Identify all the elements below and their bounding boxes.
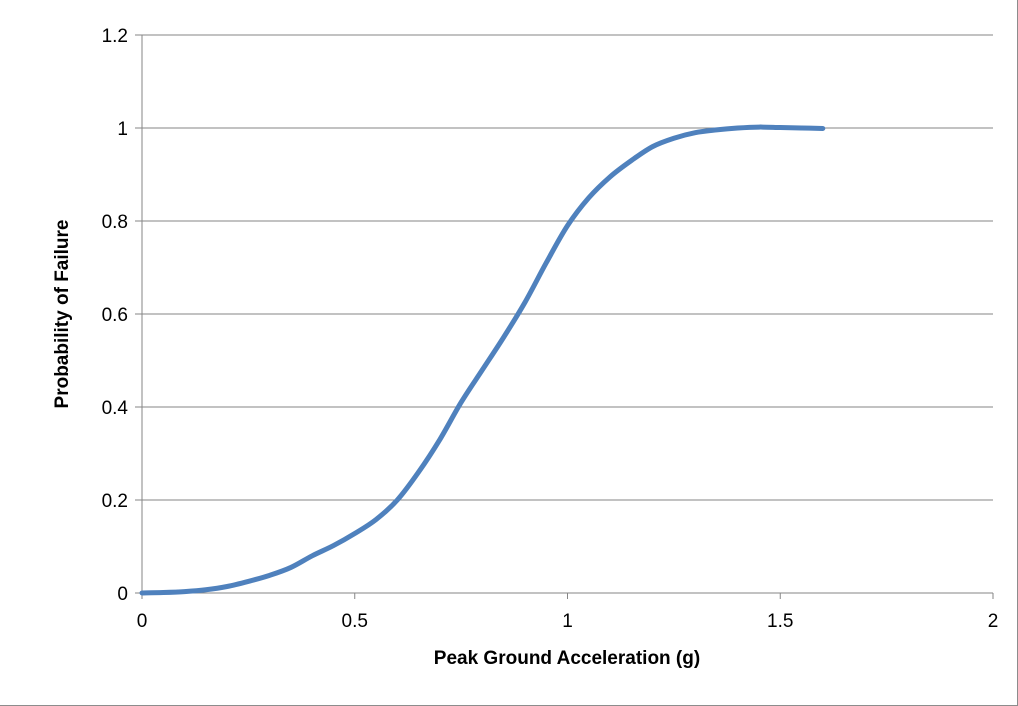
x-axis-title: Peak Ground Acceleration (g) bbox=[434, 648, 700, 669]
y-tick-label: 0.6 bbox=[102, 305, 128, 326]
y-tick-label: 0.8 bbox=[102, 212, 128, 233]
y-tick-label: 0.2 bbox=[102, 491, 128, 512]
y-tick-label: 0 bbox=[117, 584, 128, 605]
x-tick-labels: 0 0.5 1 1.5 2 bbox=[137, 611, 999, 632]
y-tick-label: 0.4 bbox=[102, 398, 129, 419]
y-axis-title: Probability of Failure bbox=[52, 220, 73, 409]
x-tick-label: 1 bbox=[562, 611, 573, 632]
x-tick-label: 0 bbox=[137, 611, 148, 632]
y-tick-label: 1 bbox=[117, 119, 128, 140]
x-tick-label: 2 bbox=[988, 611, 999, 632]
y-tick-label: 1.2 bbox=[102, 26, 128, 47]
series-group bbox=[139, 124, 826, 596]
series-line bbox=[139, 124, 826, 596]
x-tick-label: 0.5 bbox=[342, 611, 368, 632]
y-tick-labels: 0 0.2 0.4 0.6 0.8 1 1.2 bbox=[102, 26, 129, 605]
axes bbox=[141, 35, 993, 594]
x-tick-label: 1.5 bbox=[767, 611, 793, 632]
gridlines bbox=[135, 34, 994, 599]
